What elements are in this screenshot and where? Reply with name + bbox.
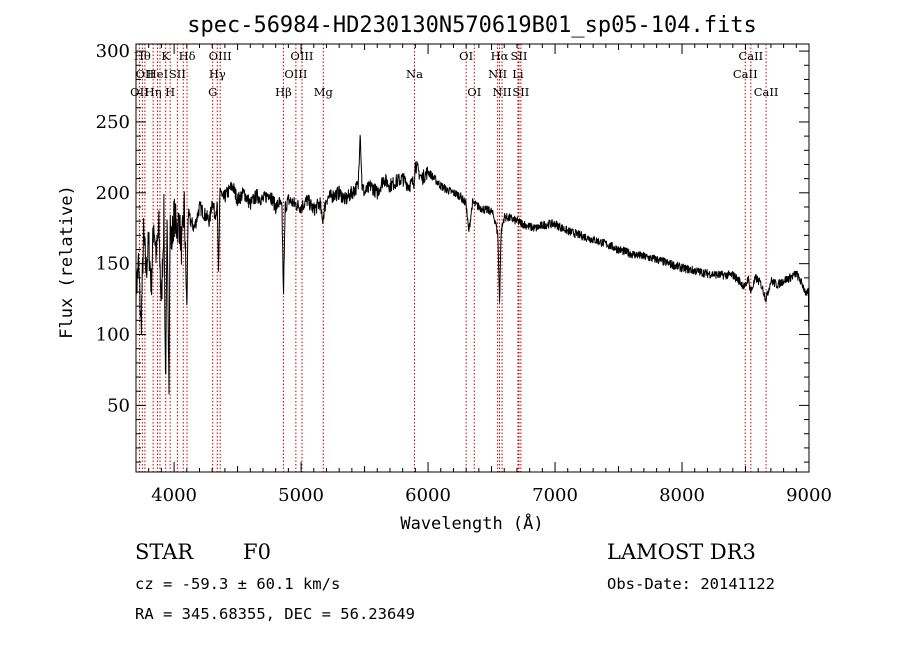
y-tick-label: 100 bbox=[96, 325, 130, 346]
survey-name: LAMOST DR3 bbox=[607, 540, 756, 564]
spectral-line-label: Na bbox=[406, 67, 423, 81]
spectral-line-label: H bbox=[165, 85, 175, 99]
x-tick-label: 8000 bbox=[659, 485, 705, 506]
plot-frame bbox=[135, 43, 810, 473]
coordinates: RA = 345.68355, DEC = 56.23649 bbox=[135, 605, 415, 623]
observation-date: Obs-Date: 20141122 bbox=[607, 575, 775, 593]
spectral-line-label: G bbox=[208, 85, 217, 99]
spectral-line-label: SII bbox=[510, 49, 527, 63]
x-axis-ticks: 4000 5000 6000 7000 8000 9000 bbox=[135, 44, 832, 506]
spectral-line-label: CaII bbox=[738, 49, 763, 63]
spectral-line-labels: OIIHθOIIHηHeIKHSIIHδGHγOIIIHβOIIIOIIIMgN… bbox=[130, 49, 778, 99]
spectral-line-label: Li bbox=[512, 67, 524, 81]
y-tick-label: 150 bbox=[96, 254, 130, 275]
redshift-velocity: cz = -59.3 ± 60.1 km/s bbox=[135, 575, 340, 593]
spectral-line-label: NII bbox=[488, 67, 507, 81]
spectral-line-label: CaII bbox=[754, 85, 779, 99]
spectral-line-label: Hγ bbox=[209, 67, 226, 81]
y-tick-label: 250 bbox=[96, 112, 130, 133]
spectral-line-label: HeI bbox=[147, 67, 168, 81]
chart-title: spec-56984-HD230130N570619B01_sp05-104.f… bbox=[187, 13, 757, 38]
spectral-line-label: OII bbox=[136, 67, 155, 81]
spectral-line-label: Hβ bbox=[275, 85, 292, 99]
x-tick-label: 5000 bbox=[278, 485, 324, 506]
x-tick-label: 4000 bbox=[151, 485, 197, 506]
y-tick-label: 50 bbox=[107, 395, 130, 416]
spectral-line-label: Hδ bbox=[179, 49, 196, 63]
spectral-line-label: OIII bbox=[290, 49, 313, 63]
y-tick-label: 300 bbox=[96, 41, 130, 62]
spectrum-series-line bbox=[135, 134, 810, 395]
object-class: STAR bbox=[135, 540, 194, 564]
spectral-line-label: Hθ bbox=[134, 49, 151, 63]
y-axis-label: Flux (relative) bbox=[57, 185, 77, 339]
spectral-line-label: SII bbox=[512, 85, 529, 99]
y-tick-label: 200 bbox=[96, 183, 130, 204]
x-tick-label: 6000 bbox=[405, 485, 451, 506]
spectral-line-label: NII bbox=[493, 85, 512, 99]
spectral-line-label: OI bbox=[467, 85, 481, 99]
spectral-line-label: OIII bbox=[209, 49, 232, 63]
spectral-line-label: Hα bbox=[491, 49, 509, 63]
spectral-line-label: K bbox=[161, 49, 170, 63]
spectral-line-label: Mg bbox=[314, 85, 334, 99]
x-axis-label: Wavelength (Å) bbox=[400, 512, 543, 534]
spectral-line-label: OII bbox=[130, 85, 149, 99]
spectral-line-label: OI bbox=[459, 49, 473, 63]
object-subclass: F0 bbox=[243, 540, 271, 564]
spectral-line-label: SII bbox=[169, 67, 186, 81]
spectral-line-label: OIII bbox=[284, 67, 307, 81]
spectral-line-label: Hη bbox=[145, 85, 162, 99]
spectral-lines bbox=[138, 44, 767, 472]
x-tick-label: 7000 bbox=[532, 485, 578, 506]
spectral-line-label: CaII bbox=[733, 67, 758, 81]
y-axis-ticks: 50 100 150 200 250 300 bbox=[96, 41, 809, 463]
x-tick-label: 9000 bbox=[786, 485, 832, 506]
